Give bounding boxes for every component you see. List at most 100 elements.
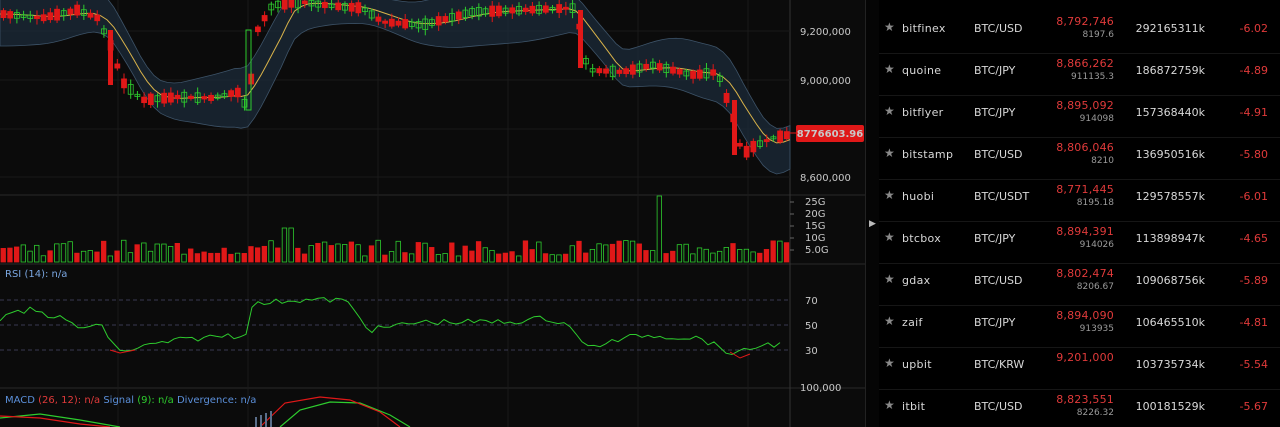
candle [578,10,583,68]
candle [435,16,442,26]
macd-title: MACD (26, 12): n/a Signal (9): n/a Diver… [5,395,256,406]
candle [375,16,382,22]
candle [188,95,194,99]
candle [455,11,462,20]
favorite-star-icon[interactable]: ★ [884,356,895,370]
last-price: 8,894,391 [1056,225,1114,238]
candle [315,0,322,8]
volume-bar [214,252,221,263]
volume-bar [167,246,174,263]
candle [616,69,623,74]
favorite-star-icon[interactable]: ★ [884,314,895,328]
currency-pair: BTC/USD [974,400,1023,413]
candle [583,58,589,65]
volume-bar [449,242,455,263]
change-percent: -4.81 [1239,316,1268,329]
exchange-row-itbit[interactable]: ★ itbit BTC/USD 8,823,551 8226.32 100181529k -… [879,389,1280,427]
volume-bar [629,240,636,263]
candle [643,63,650,69]
volume-bar [502,252,509,263]
volume-bar [737,249,743,263]
volume-axis-label: 15G [805,221,825,232]
volume-axis-label: 5.0G [805,245,829,256]
favorite-star-icon[interactable]: ★ [884,104,895,118]
change-percent: -5.89 [1239,274,1268,287]
candle [241,98,248,108]
price-chart-area[interactable]: 9,200,000 9,000,000 8,600,000 8776603.96 25G… [0,0,865,427]
volume-bar [422,242,428,263]
local-price: 911135.3 [1071,72,1114,82]
exchange-name: itbit [902,400,926,413]
volume-bar [462,245,468,263]
exchange-name: quoine [902,64,942,77]
candle [422,18,429,30]
volume-bar [348,241,355,263]
volume-bar [496,253,502,263]
signal-name: Signal [103,395,137,406]
volume-bar [47,250,53,263]
candle [221,93,228,97]
macd-axis-label: 100,000 [800,383,841,394]
volume-bar [509,251,515,263]
macd-line [0,415,111,427]
candle [40,14,47,22]
volume-bar [777,240,783,263]
volume-bar [221,247,227,263]
exchange-row-bitstamp[interactable]: ★ bitstamp BTC/USD 8,806,046 8210 136950516k -… [879,137,1280,179]
change-percent: -4.89 [1239,64,1268,77]
favorite-star-icon[interactable]: ★ [884,188,895,202]
exchange-row-quoine[interactable]: ★ quoine BTC/JPY 8,866,262 911135.3 186872759… [879,53,1280,95]
favorite-star-icon[interactable]: ★ [884,230,895,244]
last-price: 9,201,000 [1056,351,1114,364]
volume-bar [482,247,488,263]
exchange-row-huobi[interactable]: ★ huobi BTC/USDT 8,771,445 8195.18 129578557k… [879,179,1280,221]
volume-bar [241,253,247,263]
exchange-name: btcbox [902,232,942,245]
rsi-title: RSI (14): n/a [5,269,67,280]
volume-bar [255,247,261,263]
exchange-row-bitfinex[interactable]: ★ bitfinex BTC/USD 8,792,746 8197.6 292165311… [879,11,1280,53]
exchange-row-upbit[interactable]: ★ upbit BTC/KRW 9,201,000 103735734k -5.54 [879,347,1280,389]
favorite-star-icon[interactable]: ★ [884,146,895,160]
volume-bar [208,252,214,263]
rsi-level-label: 50 [805,321,818,332]
volume-bar [54,243,60,263]
candle [636,63,643,73]
favorite-star-icon[interactable]: ★ [884,272,895,286]
panel-divider[interactable] [865,0,879,427]
volume-bar [395,240,401,263]
candle [348,2,355,12]
volume-bar [154,243,160,263]
exchange-row-gdax[interactable]: ★ gdax BTC/USD 8,802,474 8206.67 109068756k -5… [879,263,1280,305]
bollinger-band [0,0,791,175]
volume-bar [723,247,729,263]
candle [147,93,154,105]
candle [27,14,34,19]
candle [335,2,342,11]
chart-canvas[interactable]: 9,200,000 9,000,000 8,600,000 8776603.96 25G… [0,0,865,427]
volume-bar [589,248,596,263]
volume-bar [80,250,87,263]
candle [703,68,710,79]
exchange-row-zaif[interactable]: ★ zaif BTC/JPY 8,894,090 913935 106465510k -4.… [879,305,1280,347]
candle [690,71,696,79]
collapse-arrow-icon[interactable]: ▶ [869,219,876,229]
candle [328,3,335,8]
candle [382,20,389,24]
candle [462,9,469,18]
volume-bar [74,252,80,263]
row-divider [879,389,1280,390]
exchange-row-btcbox[interactable]: ★ btcbox BTC/JPY 8,894,391 914026 113898947k -… [879,221,1280,263]
volume-bar [442,253,448,263]
candle [556,4,563,13]
favorite-star-icon[interactable]: ★ [884,20,895,34]
favorite-star-icon[interactable]: ★ [884,62,895,76]
volume-bar [201,251,207,263]
row-divider [879,137,1280,138]
last-price: 8,894,090 [1056,309,1114,322]
currency-pair: BTC/USD [974,148,1023,161]
favorite-star-icon[interactable]: ★ [884,398,895,412]
exchange-row-bitflyer[interactable]: ★ bitflyer BTC/JPY 8,895,092 914098 157368440… [879,95,1280,137]
volume-bar [188,248,194,263]
volume-bar [94,251,100,263]
